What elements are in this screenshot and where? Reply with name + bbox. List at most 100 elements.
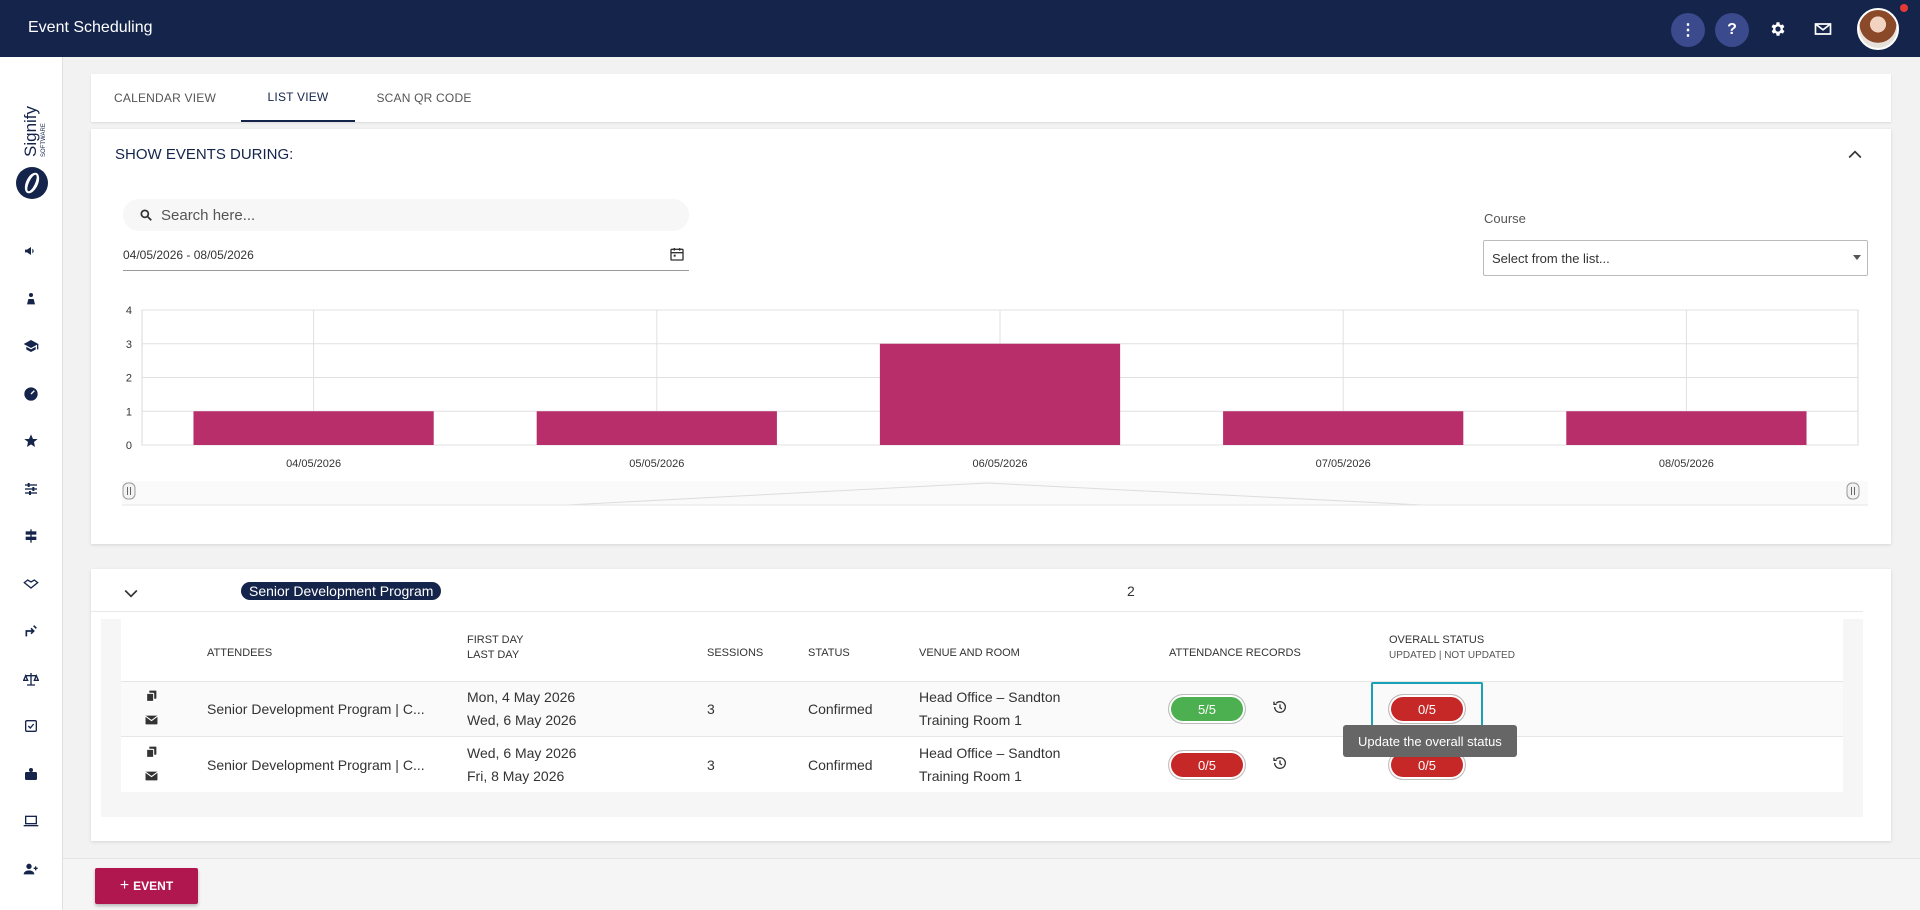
tooltip: Update the overall status [1343, 725, 1517, 757]
chart-x-tick-label: 04/05/2026 [286, 458, 341, 470]
header-attendees: ATTENDEES [207, 647, 273, 659]
laptop-icon[interactable] [20, 810, 42, 832]
chart-y-tick-label: 4 [126, 305, 132, 317]
sessions-cell: 3 [707, 701, 715, 717]
tab-calendar-view[interactable]: CALENDAR VIEW [114, 91, 216, 105]
chart-x-tick-label: 08/05/2026 [1659, 458, 1714, 470]
table-row[interactable]: Senior Development Program | C... Mon, 4… [121, 682, 1843, 737]
checklist-icon[interactable] [20, 715, 42, 737]
event-group-panel: Senior Development Program 2 ATTENDEES F… [91, 569, 1891, 841]
help-icon: ? [1727, 21, 1737, 38]
handshake-icon[interactable] [20, 573, 42, 595]
attendance-records-pill[interactable]: 5/5 [1169, 695, 1245, 723]
svg-text:SOFTWARE: SOFTWARE [41, 123, 47, 157]
header-overall-status-sub: UPDATED | NOT UPDATED [1389, 650, 1515, 661]
messages-icon[interactable] [1811, 17, 1835, 41]
status-cell: Confirmed [808, 701, 873, 717]
chart-x-tick-label: 07/05/2026 [1316, 458, 1371, 470]
caret-down-icon [1853, 255, 1861, 260]
chevron-down-icon[interactable] [121, 583, 141, 603]
dashboard-icon[interactable] [20, 383, 42, 405]
course-label: Course [1484, 211, 1526, 226]
scales-icon[interactable] [20, 668, 42, 690]
tab-scan-qr-code[interactable]: SCAN QR CODE [376, 91, 472, 105]
chart-bar [536, 411, 777, 445]
last-day-cell: Fri, 8 May 2026 [467, 768, 565, 784]
add-event-label: EVENT [133, 879, 174, 893]
date-range-value: 04/05/2026 - 08/05/2026 [123, 248, 254, 262]
mail-icon[interactable] [145, 769, 159, 783]
mail-icon[interactable] [145, 713, 159, 727]
settings-icon[interactable] [1766, 17, 1790, 41]
chart-bar [879, 343, 1121, 445]
signpost-icon[interactable] [20, 525, 42, 547]
chart-y-tick-label: 2 [126, 373, 132, 385]
chart-navigator-series [566, 482, 1423, 506]
group-name-badge: Senior Development Program [241, 582, 442, 600]
tab-list-view[interactable]: LIST VIEW [241, 74, 355, 122]
attendees-cell: Senior Development Program | C... [207, 701, 425, 717]
group-divider [91, 611, 1863, 612]
person-icon[interactable] [20, 288, 42, 310]
header-last-day: LAST DAY [467, 649, 520, 661]
search-input[interactable] [161, 199, 671, 231]
events-table-wrapper: ATTENDEES FIRST DAY LAST DAY SESSIONS ST… [101, 619, 1863, 817]
history-icon[interactable] [1272, 699, 1290, 717]
events-bar-chart: 0 1 2 3 4 04/05/2026 05/05/2026 06/05/2026 07/05… [122, 305, 1868, 506]
chart-bar [1223, 411, 1464, 445]
sliders-icon[interactable] [20, 478, 42, 500]
app-title: Event Scheduling [28, 19, 153, 36]
header-status: STATUS [808, 647, 850, 659]
view-tabs: CALENDAR VIEW LIST VIEW SCAN QR CODE [91, 74, 1891, 122]
chart-bar [1566, 411, 1807, 445]
more-icon: ⋮ [1680, 22, 1696, 39]
graduation-cap-icon[interactable] [20, 335, 42, 357]
chart-navigator-handle[interactable] [1846, 482, 1860, 500]
attendance-records-pill[interactable]: 0/5 [1169, 751, 1245, 779]
last-day-cell: Wed, 6 May 2026 [467, 712, 577, 728]
events-table: ATTENDEES FIRST DAY LAST DAY SESSIONS ST… [121, 619, 1843, 792]
calendar-icon[interactable] [669, 246, 687, 264]
notification-dot [1900, 4, 1908, 12]
user-avatar[interactable] [1857, 8, 1899, 50]
first-day-cell: Mon, 4 May 2026 [467, 689, 576, 705]
first-day-cell: Wed, 6 May 2026 [467, 745, 577, 761]
date-range-field[interactable]: 04/05/2026 - 08/05/2026 [123, 241, 689, 271]
chevron-up-icon[interactable] [1845, 145, 1865, 165]
chart-navigator-handle[interactable] [122, 482, 136, 500]
attendees-cell: Senior Development Program | C... [207, 757, 425, 773]
history-icon[interactable] [1272, 755, 1290, 773]
overall-status-pill[interactable]: 0/5 [1389, 695, 1465, 723]
plus-icon: + [119, 877, 130, 894]
search-box [123, 199, 689, 231]
header-venue: VENUE AND ROOM [919, 647, 1020, 659]
user-badge-icon[interactable] [20, 763, 42, 785]
filter-panel: SHOW EVENTS DURING: 04/05/2026 - 08/05/2… [91, 129, 1891, 544]
top-bar: Event Scheduling ⋮ ? [0, 0, 1920, 57]
add-user-icon[interactable] [20, 858, 42, 880]
status-cell: Confirmed [808, 757, 873, 773]
megaphone-icon[interactable] [20, 240, 42, 262]
venue-cell: Head Office – Sandton [919, 745, 1061, 761]
sessions-cell: 3 [707, 757, 715, 773]
header-divider [121, 681, 1843, 682]
room-cell: Training Room 1 [919, 712, 1022, 728]
star-icon[interactable] [20, 430, 42, 452]
more-options-button[interactable]: ⋮ [1671, 13, 1705, 47]
chart-x-tick-label: 06/05/2026 [972, 458, 1027, 470]
chart-bar [193, 411, 434, 445]
table-row[interactable]: Senior Development Program | C... Wed, 6… [121, 738, 1843, 793]
copy-icon[interactable] [145, 689, 159, 703]
chart-x-tick-label: 05/05/2026 [629, 458, 684, 470]
chart-y-tick-label: 3 [126, 339, 132, 351]
group-event-count: 2 [1127, 583, 1135, 599]
add-event-button[interactable]: + EVENT [95, 868, 198, 904]
venue-cell: Head Office – Sandton [919, 689, 1061, 705]
signify-logo: Signify SOFTWARE [12, 87, 52, 202]
course-select[interactable]: Select from the list... [1483, 240, 1868, 276]
left-nav-rail: Signify SOFTWARE [0, 57, 63, 910]
help-button[interactable]: ? [1715, 13, 1749, 47]
copy-icon[interactable] [145, 745, 159, 759]
filter-title: SHOW EVENTS DURING: [115, 146, 294, 163]
route-icon[interactable] [20, 620, 42, 642]
